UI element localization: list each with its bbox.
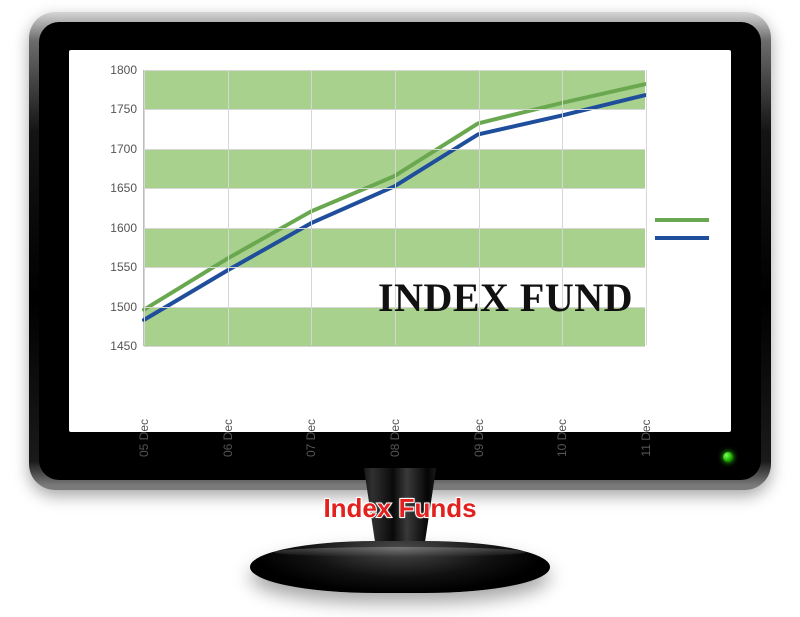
y-axis-label: 1700 — [87, 142, 137, 156]
y-axis-label: 1450 — [87, 339, 137, 353]
y-axis-label: 1500 — [87, 300, 137, 314]
legend — [655, 204, 709, 254]
power-led-icon — [723, 452, 733, 462]
monitor-bezel: INDEX FUND 1450 1500 1550 1600 1650 1700 1750 1… — [39, 22, 761, 480]
gridline-h — [144, 346, 645, 347]
x-axis-label: 11 Dec — [639, 408, 653, 468]
chart-title: INDEX FUND — [378, 274, 633, 321]
gridline-v — [646, 70, 647, 345]
x-axis-label: 06 Dec — [221, 408, 235, 468]
x-axis-label: 09 Dec — [472, 408, 486, 468]
gridline-v — [144, 70, 145, 345]
gridline-v — [228, 70, 229, 345]
x-axis-label: 07 Dec — [304, 408, 318, 468]
x-axis-label: 08 Dec — [388, 408, 402, 468]
legend-item — [655, 218, 709, 222]
x-axis-label: 05 Dec — [137, 408, 151, 468]
legend-item — [655, 236, 709, 240]
monitor-stand-base — [250, 541, 550, 593]
y-axis-label: 1750 — [87, 102, 137, 116]
screen: INDEX FUND 1450 1500 1550 1600 1650 1700 1750 1… — [69, 50, 731, 432]
monitor: INDEX FUND 1450 1500 1550 1600 1650 1700 1750 1… — [29, 12, 771, 510]
y-axis-label: 1650 — [87, 181, 137, 195]
x-axis-label: 10 Dec — [555, 408, 569, 468]
caption: Index Funds — [323, 493, 476, 524]
monitor-frame: INDEX FUND 1450 1500 1550 1600 1650 1700 1750 1… — [29, 12, 771, 490]
y-axis-label: 1600 — [87, 221, 137, 235]
gridline-v — [311, 70, 312, 345]
y-axis-label: 1550 — [87, 260, 137, 274]
chart: INDEX FUND 1450 1500 1550 1600 1650 1700 1750 1… — [87, 64, 717, 418]
y-axis-label: 1800 — [87, 63, 137, 77]
